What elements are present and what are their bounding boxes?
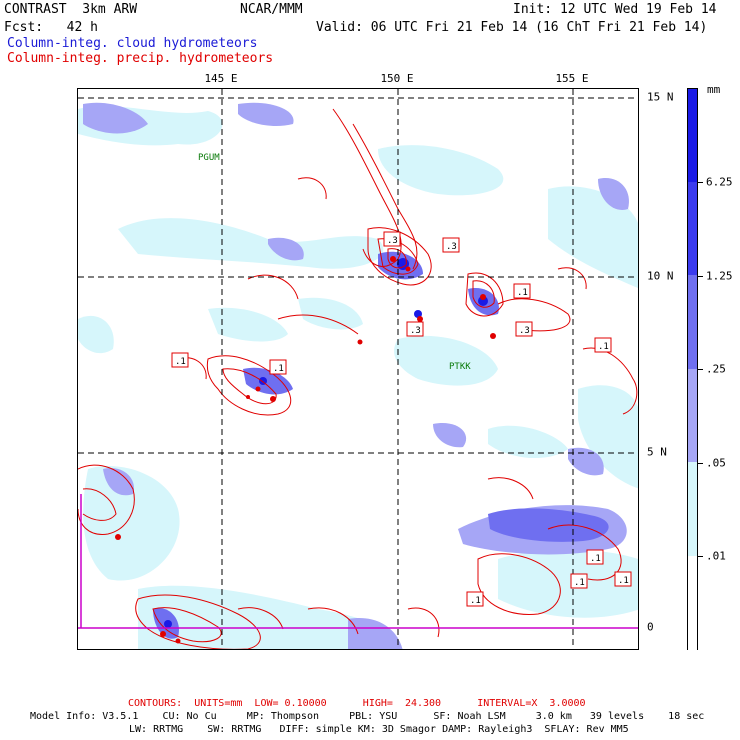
contour-label: .3	[515, 321, 533, 337]
contour-label: .1	[614, 571, 632, 587]
lon-label-145: 145 E	[204, 72, 238, 85]
field-precip-label: Column-integ. precip. hydrometeors	[7, 51, 274, 66]
svg-text:.1: .1	[598, 342, 609, 352]
legend-swatch	[688, 182, 697, 275]
legend-level: 1.25	[706, 269, 733, 283]
map-canvas: .3 .3 .1 .3 .1 .3 .1 .1 .1 .1 .1 .1	[78, 89, 638, 649]
valid-time: Valid: 06 UTC Fri 21 Feb 14 (16 ChT Fri …	[316, 20, 708, 35]
svg-text:.3: .3	[446, 242, 457, 252]
contour-label: .1	[594, 337, 612, 353]
lat-label-0: 0	[647, 620, 654, 634]
init-time: Init: 12 UTC Wed 19 Feb 14	[513, 2, 717, 17]
legend-unit: mm	[707, 83, 721, 96]
legend-tick	[698, 182, 703, 183]
contour-label: .1	[269, 359, 287, 375]
legend-level: .25	[706, 362, 726, 376]
legend-swatch	[688, 275, 697, 369]
lon-label-155: 155 E	[555, 72, 589, 85]
lat-label-5n: 5 N	[647, 445, 667, 459]
contour-label: .3	[406, 321, 424, 337]
org-label: NCAR/MMM	[240, 2, 303, 17]
svg-text:.1: .1	[273, 364, 284, 374]
legend-level: .05	[706, 456, 726, 470]
legend-colorbar	[687, 88, 698, 651]
model-info-line2: LW: RRTMG SW: RRTMG DIFF: simple KM: 3D …	[129, 724, 629, 735]
contour-label: .1	[513, 283, 531, 299]
contour-label: .1	[171, 352, 189, 368]
cloud-light-fill	[78, 106, 638, 649]
svg-text:.1: .1	[470, 596, 481, 606]
legend-tick	[698, 276, 703, 277]
lon-label-150: 150 E	[380, 72, 414, 85]
station-pgum: PGUM	[198, 153, 220, 163]
forecast-hour: Fcst: 42 h	[4, 20, 98, 35]
contour-labels: .3 .3 .1 .3 .1 .3 .1 .1 .1 .1 .1 .1	[171, 231, 632, 607]
legend-level: .01	[706, 549, 726, 563]
contour-label: .3	[442, 237, 460, 253]
contour-label: .1	[466, 591, 484, 607]
map-panel: .3 .3 .1 .3 .1 .3 .1 .1 .1 .1 .1 .1 PGUM…	[77, 88, 639, 650]
contour-label: .3	[383, 231, 401, 247]
svg-text:.3: .3	[519, 326, 530, 336]
legend-swatch	[688, 556, 697, 651]
precip-cores	[115, 256, 496, 644]
legend-tick	[698, 369, 703, 370]
model-info-line1: Model Info: V3.5.1 CU: No Cu MP: Thompso…	[30, 711, 705, 722]
field-cloud-label: Column-integ. cloud hydrometeors	[7, 36, 258, 51]
legend-swatch	[688, 369, 697, 462]
contour-label: .1	[570, 573, 588, 589]
lat-label-10n: 10 N	[647, 269, 674, 283]
lat-label-15n: 15 N	[647, 90, 674, 104]
model-title: CONTRAST 3km ARW	[4, 2, 138, 17]
svg-text:.1: .1	[517, 288, 528, 298]
precip-contours	[78, 108, 638, 649]
lat-lon-grid	[78, 89, 638, 649]
svg-text:.1: .1	[590, 554, 601, 564]
legend-level: 6.25	[706, 175, 733, 189]
legend-swatch	[688, 89, 697, 182]
legend-tick	[698, 463, 703, 464]
svg-text:.1: .1	[618, 576, 629, 586]
svg-text:.3: .3	[387, 236, 398, 246]
svg-text:.1: .1	[175, 357, 186, 367]
legend-swatch	[688, 462, 697, 556]
contour-label: .1	[586, 549, 604, 565]
svg-text:.1: .1	[574, 578, 585, 588]
equator-line	[78, 494, 638, 629]
svg-text:.3: .3	[410, 326, 421, 336]
station-ptkk: PTKK	[449, 362, 471, 372]
contour-info: CONTOURS: UNITS=mm LOW= 0.10000 HIGH= 24…	[128, 698, 586, 709]
legend-tick	[698, 556, 703, 557]
